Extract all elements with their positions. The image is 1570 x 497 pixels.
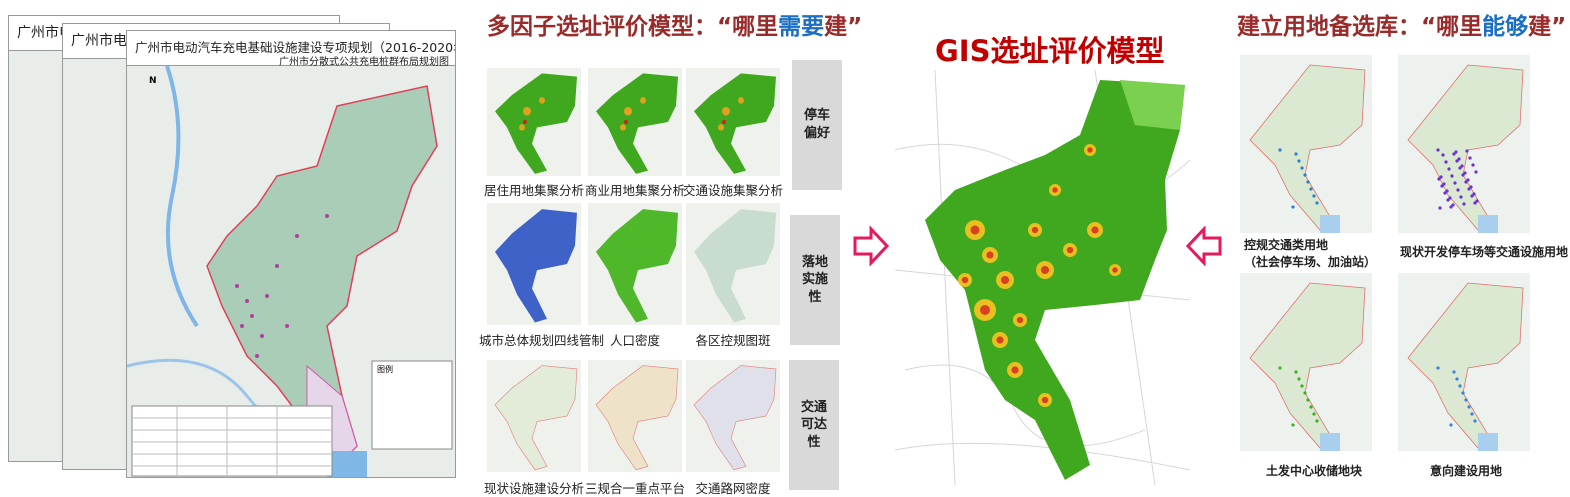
arrow-left-icon	[1186, 226, 1222, 266]
land-bank-caption: 意向建设用地	[1430, 464, 1503, 478]
gis-suitability-map	[895, 70, 1190, 485]
heat-core	[1087, 147, 1093, 153]
factor-map-thumbnail	[588, 68, 682, 176]
map-sheet-front: 广州市电动汽车充电基础设施建设专项规划（2016-2020年） 广州市分散式公共…	[126, 30, 456, 478]
heat-core	[1000, 275, 1010, 285]
heat-core	[1112, 267, 1118, 273]
heat-core	[1040, 265, 1050, 275]
gis-model-title: GIS选址评价模型	[935, 34, 1165, 68]
factor-map-thumbnail	[588, 360, 682, 472]
land-bank-map	[1240, 55, 1372, 233]
factor-map-caption: 现状设施建设分析	[483, 481, 584, 496]
sheet-title: 广州市电动汽车充电基础设施建设专项规划（2016-2020年）	[127, 31, 455, 66]
heat-core	[980, 305, 990, 315]
heat-core	[1052, 187, 1058, 193]
land-bank-caption: 现状开发停车场等交通设施用地	[1400, 245, 1569, 259]
factor-map-caption: 商业用地集聚分析	[584, 183, 685, 198]
heat-core	[961, 276, 969, 284]
heat-core	[1011, 366, 1019, 374]
factor-map-thumbnail	[686, 203, 780, 325]
factor-map-thumbnail	[487, 360, 581, 472]
land-bank-caption: 土发中心收储地块	[1266, 464, 1363, 478]
heat-core	[1066, 246, 1074, 254]
sheet-subtitle: 广州市分散式公共充电桩群布局规划图	[279, 57, 449, 68]
factor-map-caption: 三规合一重点平台	[584, 481, 685, 496]
land-bank-title: 建立用地备选库：“哪里能够建”	[1237, 14, 1567, 40]
factor-map-caption: 交通设施集聚分析	[682, 183, 783, 198]
factor-map-thumbnail	[487, 203, 581, 325]
heat-core	[1041, 396, 1049, 404]
heat-core	[996, 336, 1004, 344]
category-parking-preference: 停车偏好	[792, 60, 842, 190]
arrow-right-icon	[853, 226, 889, 266]
factor-map-caption: 各区控规图斑	[695, 333, 771, 348]
heat-core	[1091, 226, 1099, 234]
factor-map-thumbnail	[686, 68, 780, 176]
factor-map-caption: 居住用地集聚分析	[483, 183, 584, 198]
map-legend-title: 图例	[377, 365, 393, 374]
category-feasibility: 落地实施性	[790, 215, 840, 345]
guangzhou-planning-map: N 图例	[127, 66, 455, 477]
heat-core	[1016, 316, 1024, 324]
factor-map-thumbnail	[487, 68, 581, 176]
land-bank-caption: 控规交通类用地 （社会停车场、加油站）	[1244, 238, 1377, 269]
multi-factor-title: 多因子选址评价模型：“哪里需要建”	[487, 14, 863, 40]
heat-core	[970, 225, 980, 235]
compass-icon: N	[149, 76, 157, 86]
factor-map-thumbnail	[686, 360, 780, 472]
land-bank-map	[1398, 55, 1530, 233]
heat-core	[986, 251, 994, 259]
factor-map-caption: 交通路网密度	[695, 481, 771, 496]
land-bank-map	[1398, 273, 1530, 451]
land-bank-map	[1240, 273, 1372, 451]
factor-map-caption: 城市总体规划四线管制	[479, 333, 605, 348]
factor-map-caption: 人口密度	[609, 333, 660, 348]
factor-map-thumbnail	[588, 203, 682, 325]
category-accessibility: 交通可达性	[789, 360, 839, 490]
heat-core	[1031, 226, 1039, 234]
